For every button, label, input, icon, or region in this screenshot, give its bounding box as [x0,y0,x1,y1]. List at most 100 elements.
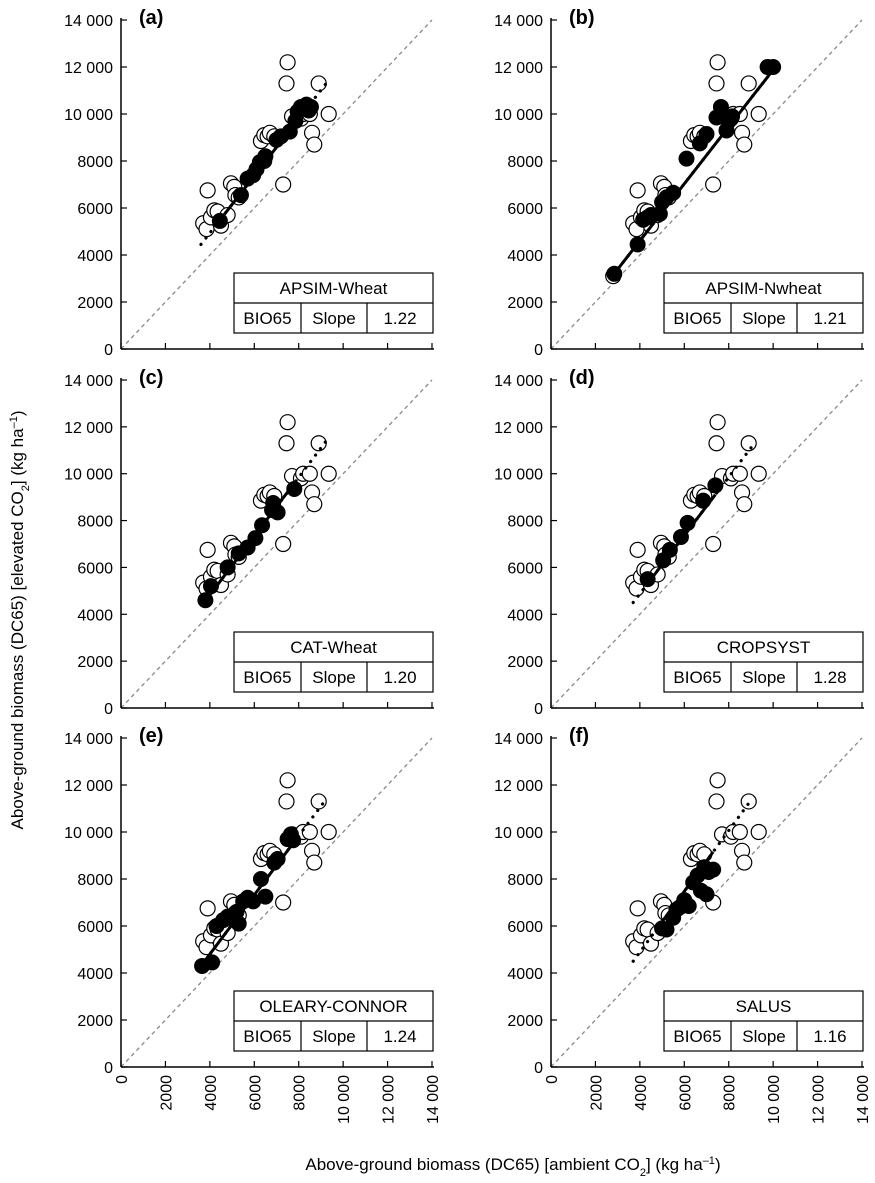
observed-point [736,854,753,871]
simulated-point [230,915,247,932]
regression-line-dotted [631,798,753,963]
table-slope-label: Slope [742,309,785,328]
y-tick-label: 6000 [507,560,543,577]
observed-point [708,793,725,810]
y-tick-label: 14 000 [64,731,113,748]
simulated-point [707,477,724,494]
x-axis-label-main: Above-ground biomass (DC65) [ambient CO [305,1155,639,1174]
y-tick-label: 4000 [507,966,543,983]
observed-point [301,823,318,841]
x-tick-label: 12 000 [811,1075,828,1124]
table-slope-label: Slope [312,1027,355,1046]
observed-point [709,414,726,431]
x-tick-label: 2000 [588,1075,605,1111]
y-tick-label: 12 000 [64,60,113,77]
y-tick-label: 4000 [77,966,113,983]
observed-point [279,54,296,71]
observed-point [320,823,337,841]
observed-point [731,823,748,841]
y-tick-label: 6000 [77,201,113,218]
y-tick-label: 4000 [77,248,113,265]
simulated-point [672,528,689,545]
x-tick-label: 4000 [633,1075,650,1111]
table-row-label: BIO65 [243,1027,291,1046]
observed-point [731,465,748,482]
simulated-point [665,184,682,201]
simulated-point [678,150,695,167]
table-row-label: BIO65 [243,309,291,328]
simulated-point [286,480,303,497]
y-tick-label: 8000 [77,514,113,531]
slope-value: 1.16 [813,1027,846,1046]
observed-point [279,414,296,431]
observed-point [306,496,323,513]
panel-f: 0 2000 4000 6000 8000 10 000 12 000 14 000 0 2000… [494,725,872,1124]
table-row-label: BIO65 [673,309,721,328]
simulated-point [197,592,214,609]
y-tick-label: 2000 [77,295,113,312]
panel-label: (e) [139,725,163,747]
y-axis-label-subscript: 2 [20,485,32,491]
y-tick-label: 12 000 [494,60,543,77]
x-tick-label: 14 000 [855,1075,872,1124]
observed-point [736,136,753,153]
simulated-point [724,108,741,125]
observed-point [708,435,725,452]
observed-point [740,793,757,810]
observed-point [278,75,295,92]
observed-point [320,465,337,482]
observed-point [629,182,646,199]
table-slope-label: Slope [742,668,785,687]
observed-point [278,793,295,810]
y-tick-label: 4000 [507,607,543,624]
simulated-point [285,832,302,849]
panel-label: (f) [569,725,589,747]
simulated-point [219,559,236,576]
y-tick-label: 6000 [507,201,543,218]
y-tick-label: 14 000 [494,13,543,30]
observed-point [275,176,292,193]
observed-point [199,541,216,558]
simulated-point [232,187,249,204]
y-tick-label: 0 [534,701,543,718]
simulated-point [202,578,219,595]
y-tick-label: 10 000 [64,467,113,484]
observed-point [740,75,757,92]
y-tick-label: 2000 [507,295,543,312]
observed-point [199,900,216,917]
x-tick-label: 6000 [247,1075,264,1111]
observed-point [705,535,722,553]
y-axis-label-end: ) [8,410,27,416]
y-tick-label: 8000 [77,154,113,171]
x-tick-label: 10 000 [336,1075,353,1124]
y-tick-label: 10 000 [494,825,543,842]
y-tick-label: 2000 [77,1013,113,1030]
simulated-point [661,541,678,558]
simulated-point [269,851,286,868]
y-tick-label: 10 000 [494,467,543,484]
legend-table: CROPSYST BIO65 Slope 1.28 [663,631,864,693]
observed-point [750,465,767,482]
observed-point [199,182,216,199]
simulated-point [252,871,269,887]
observed-point [306,854,323,871]
slope-value: 1.22 [383,309,416,328]
simulated-point [698,125,715,142]
y-axis-label-superscript: –1 [8,416,20,428]
simulated-point [204,954,221,971]
panel-label: (c) [139,367,163,389]
slope-value: 1.24 [383,1027,416,1046]
x-tick-label: 14 000 [425,1075,442,1124]
simulated-point [679,514,696,531]
y-tick-label: 2000 [507,654,543,671]
y-tick-label: 14 000 [64,373,113,390]
y-axis-label-main: Above-ground biomass (DC65) [elevated CO [8,491,27,829]
observed-point [629,541,646,558]
x-axis-label-end: ) [715,1155,721,1174]
observed-point [709,54,726,71]
observed-point [750,823,767,841]
y-tick-label: 14 000 [494,731,543,748]
y-axis-label: Above-ground biomass (DC65) [elevated CO… [8,410,32,829]
y-tick-label: 0 [104,1060,113,1077]
